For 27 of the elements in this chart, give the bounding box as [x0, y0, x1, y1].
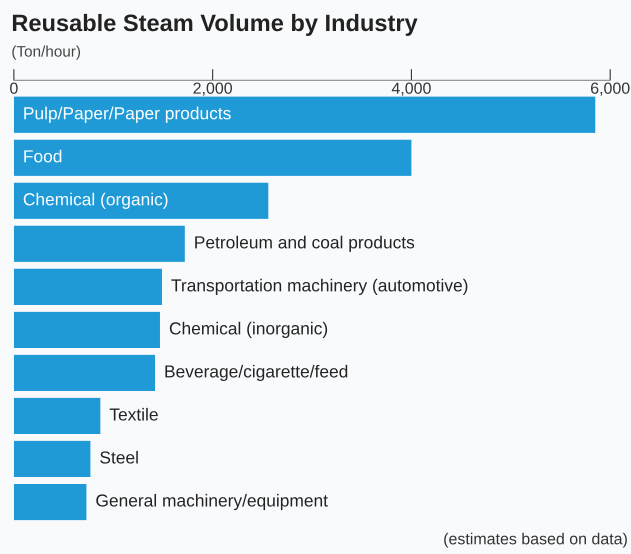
- y-tick-label: Pulp/Paper/Paper products: [24, 106, 231, 123]
- bar: [14, 398, 100, 434]
- y-tick-label: Food: [24, 150, 62, 162]
- y-tick-label: Textile: [110, 408, 158, 421]
- y-tick-label: Chemical (organic): [24, 192, 168, 209]
- bar: [14, 354, 156, 391]
- y-tick-label: Transportation machinery (automotive): [171, 278, 468, 295]
- bar: [14, 140, 412, 176]
- y-tick-label: Petroleum and coal products: [195, 236, 414, 252]
- bar: [14, 484, 86, 520]
- x-tick-label: 0: [10, 82, 18, 94]
- chart-title: Reusable Steam Volume by Industry: [12, 14, 418, 36]
- x-tick-label: 4,000: [392, 82, 431, 96]
- y-tick-label: Beverage/cigarette/feed: [165, 364, 348, 382]
- x-tick-label: 6,000: [591, 82, 630, 96]
- bar: [14, 96, 596, 133]
- text: (estimates based on data): [444, 532, 627, 548]
- x-tick-label: 2,000: [193, 82, 232, 96]
- bar: [14, 440, 90, 478]
- bar: [14, 268, 162, 305]
- y-tick-label: Chemical (inorganic): [170, 322, 328, 338]
- y-tick-label: Steel: [100, 450, 138, 464]
- bar: [14, 226, 185, 262]
- bar: [14, 182, 268, 219]
- bar: [14, 312, 160, 348]
- chart-subtitle: (Ton/hour): [12, 46, 80, 60]
- y-tick-label: General machinery/equipment: [96, 494, 328, 510]
